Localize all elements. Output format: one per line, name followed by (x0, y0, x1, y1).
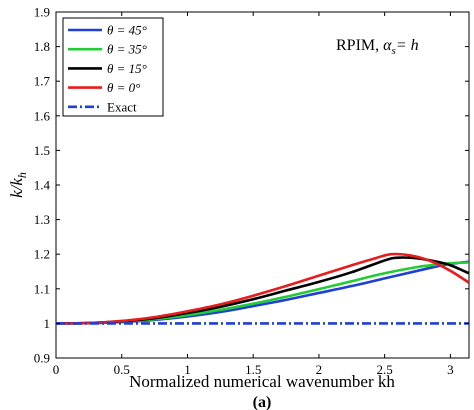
y-tick-label: 1.7 (34, 74, 51, 89)
y-tick-label: 1.4 (34, 178, 51, 193)
x-tick-label: 2 (316, 362, 323, 377)
y-tick-label: 1.5 (34, 143, 50, 158)
legend-label: θ = 45° (107, 23, 147, 38)
chart-annotation: RPIM, αs= h (336, 37, 419, 57)
y-axis-label: k/kh (7, 172, 29, 198)
x-tick-label: 1.5 (245, 362, 261, 377)
y-tick-label: 1.1 (34, 281, 50, 296)
x-tick-label: 2.5 (377, 362, 393, 377)
annotation-prefix: RPIM, (336, 37, 383, 54)
x-axis-label: Normalized numerical wavenumber kh (129, 372, 395, 391)
x-tick-label: 0 (53, 362, 60, 377)
legend-label: θ = 15° (107, 61, 147, 76)
y-tick-label: 1.2 (34, 247, 50, 262)
y-axis-label-subscript: h (15, 172, 29, 178)
annotation-subscript: s (392, 45, 396, 57)
y-tick-label: 1.6 (34, 108, 51, 123)
annotation-symbol: α (383, 37, 392, 54)
series-line-3 (56, 252, 469, 325)
figure-caption: (a) (253, 394, 272, 410)
y-tick-label: 1.9 (34, 5, 50, 20)
x-ticks: 0 0.5 1 1.5 2 2.5 3 (53, 12, 454, 377)
legend-label: Exact (107, 99, 137, 114)
legend: θ = 45° θ = 35° θ = 15° θ = 0° Exact (62, 17, 164, 117)
x-tick-label: 0.5 (114, 362, 130, 377)
y-ticks: 0.9 1 1.1 1.2 1.3 1.4 1.5 1.6 1.7 1.8 1.9 (34, 5, 469, 366)
legend-label: θ = 35° (107, 42, 147, 57)
series-layer (56, 252, 469, 325)
legend-items: θ = 45° θ = 35° θ = 15° θ = 0° Exact (68, 23, 147, 114)
y-tick-label: 0.9 (34, 351, 50, 366)
legend-label: θ = 0° (107, 80, 140, 95)
x-tick-label: 1 (184, 362, 191, 377)
y-tick-label: 1.8 (34, 39, 50, 54)
y-tick-label: 1 (44, 316, 51, 331)
y-tick-label: 1.3 (34, 212, 50, 227)
x-tick-label: 3 (447, 362, 454, 377)
y-axis-label-base: k/k (7, 178, 26, 198)
annotation-suffix: = h (396, 37, 419, 54)
legend-box (62, 17, 164, 117)
